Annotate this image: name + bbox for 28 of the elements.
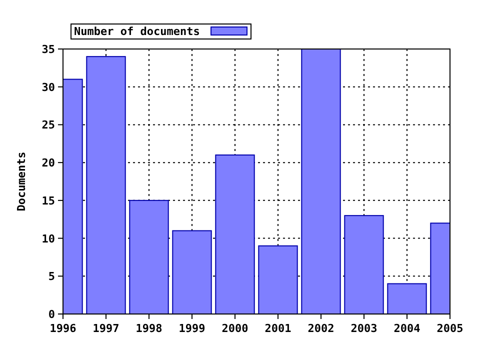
y-tick-label: 0 [48,308,55,321]
bar [344,215,384,314]
y-tick-label: 10 [42,232,55,246]
x-tick-label: 1996 [50,322,77,335]
y-tick-label: 15 [42,194,55,208]
y-tick-label: 35 [42,43,55,56]
x-tick-label: 2001 [264,322,292,335]
x-tick-label: 1999 [178,322,206,335]
bar [301,49,341,314]
x-tick-label: 2002 [308,322,334,335]
bar [387,283,427,314]
y-tick-label: 20 [42,156,55,170]
bar [86,56,126,314]
bar [129,200,169,314]
bar [258,245,298,314]
bar [172,230,212,314]
y-tick-label: 25 [42,118,55,132]
legend-label: Number of documents [74,25,200,38]
y-tick-label: 30 [42,80,55,94]
bar [215,154,255,314]
x-tick-label: 2004 [394,322,421,335]
y-axis-title: Documents [15,152,28,212]
x-tick-label: 2000 [222,322,248,335]
x-tick-label: 1997 [92,322,120,335]
x-tick-label: 2003 [350,322,378,335]
y-tick-label: 5 [48,270,55,284]
x-tick-label: 1998 [136,322,162,335]
x-tick-label: 2005 [436,322,464,335]
